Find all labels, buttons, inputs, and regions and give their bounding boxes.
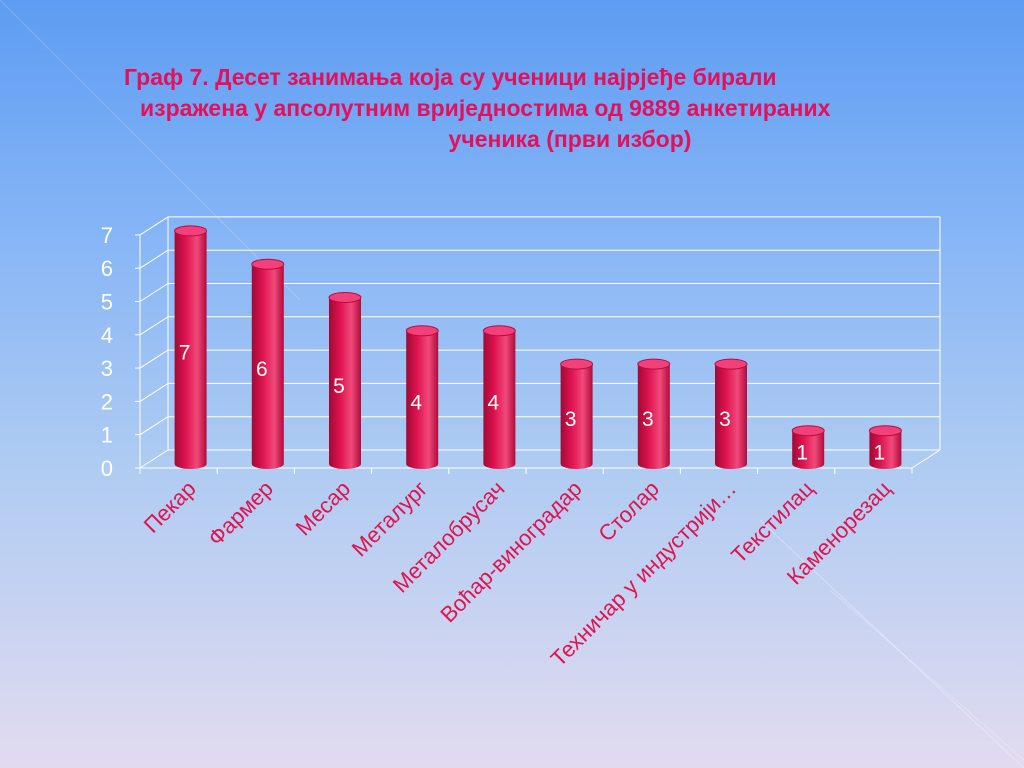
bar (174, 230, 207, 469)
y-tick-label: 7 (101, 223, 113, 248)
gridline-side (139, 216, 169, 236)
x-category-label: Столар (593, 476, 664, 547)
bar-data-label: 3 (719, 408, 731, 431)
bar (869, 430, 902, 469)
x-category-label: Пекар (139, 476, 201, 538)
bar (329, 297, 361, 469)
bar-data-label: 3 (642, 408, 654, 431)
bar-data-label: 6 (256, 358, 268, 381)
bar-top (637, 358, 671, 370)
x-category-label: Воћар-виноградар (435, 476, 586, 627)
bar (406, 330, 439, 469)
y-tick-label: 0 (101, 456, 113, 481)
bar (792, 430, 825, 469)
y-tick-label: 4 (101, 323, 113, 348)
bar-data-label: 5 (333, 375, 345, 398)
bar-top (174, 225, 208, 237)
gridline-side (139, 416, 169, 436)
gridline-side (139, 349, 169, 369)
bar-top (868, 425, 902, 437)
bar (251, 264, 284, 469)
bar (637, 364, 670, 469)
chart-title-line-1: Граф 7. Десет занимања која су ученици н… (124, 64, 777, 90)
bar-data-label: 4 (488, 391, 500, 414)
gridline-side (139, 316, 169, 336)
x-category-label: Фармер (203, 476, 278, 551)
y-tick-label: 1 (101, 423, 113, 448)
y-tick-label: 3 (101, 356, 113, 381)
gridline-side (139, 283, 169, 302)
bar-data-label: 1 (874, 441, 886, 464)
bar-top (791, 425, 825, 437)
chart-title-line-3: ученика (први избор) (448, 126, 692, 152)
gridline-side (139, 249, 169, 269)
bar-data-label: 7 (179, 341, 191, 364)
y-tick-label: 5 (101, 290, 113, 315)
bar-data-label: 1 (796, 441, 808, 464)
chart-title: Граф 7. Десет занимања која су ученици н… (110, 62, 970, 155)
bar-top (482, 325, 516, 337)
bar-top (328, 292, 362, 303)
floor-right-edge (911, 449, 941, 469)
bar (483, 330, 516, 469)
bar (715, 364, 747, 469)
y-tick-label: 2 (101, 389, 113, 414)
y-tick-label: 6 (101, 256, 113, 281)
bar-top (714, 358, 748, 370)
x-category-label: Месар (291, 476, 356, 541)
chart-title-line-2: изражена у апсолутним вриједностима од 9… (140, 95, 831, 121)
bar-data-label: 4 (410, 391, 422, 414)
bar-top (405, 325, 439, 337)
bar-data-label: 3 (565, 408, 577, 431)
gridline-side (139, 449, 169, 469)
gridline-side (139, 382, 169, 402)
bar (560, 364, 593, 469)
bar-top (560, 358, 594, 370)
bar-top (251, 258, 285, 270)
